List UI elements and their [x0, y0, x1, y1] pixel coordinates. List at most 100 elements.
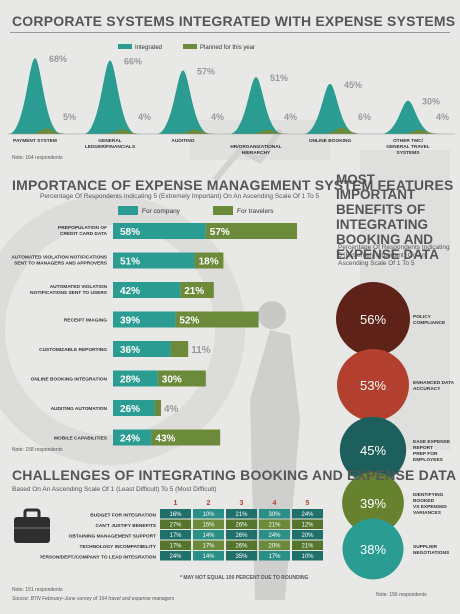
- benefit-bubble: [339, 416, 407, 484]
- benefit-label: REPORT: [413, 445, 433, 451]
- travelers-bar: [194, 252, 224, 269]
- challenge-cell: [259, 530, 290, 540]
- travelers-bar: [180, 282, 214, 298]
- benefit-value-label: 45%: [360, 443, 386, 458]
- challenge-value: 10%: [301, 554, 314, 560]
- challenge-value: 24%: [169, 554, 182, 560]
- challenge-label: OBTAINING MANAGEMENT SUPPORT: [69, 534, 156, 540]
- benefit-bubble: [342, 472, 404, 534]
- challenge-cell: [226, 540, 257, 550]
- challenge-cell: [292, 540, 323, 550]
- company-bar: [113, 341, 171, 357]
- company-value-label: 24%: [120, 434, 140, 445]
- challenge-value: 20%: [301, 533, 314, 539]
- legend-swatch-planned: [183, 44, 197, 49]
- challenge-value: 12%: [301, 523, 314, 529]
- feature-label: NOTIFICATIONS SENT TO USERS: [30, 290, 108, 296]
- challenge-label: CAN'T JUSTIFY BENEFITS: [96, 523, 157, 529]
- benefit-label: VS EXPENSED: [413, 504, 447, 510]
- section3-note: Note: 151 respondents: [12, 587, 63, 593]
- section3-title: CHALLENGES OF INTEGRATING BOOKING AND EX…: [12, 467, 457, 483]
- challenge-cell: [160, 509, 191, 519]
- challenge-cell: [193, 530, 224, 540]
- section2-title: IMPORTANCE OF EXPENSE MANAGEMENT SYSTEM …: [12, 177, 454, 193]
- challenge-cell: [226, 530, 257, 540]
- benefit-value-label: 38%: [360, 542, 386, 557]
- feature-label: CREDIT CARD DATA: [60, 231, 108, 237]
- challenge-cell: [193, 540, 224, 550]
- section3-footnote: * MAY NOT EQUAL 100 PERCENT DUE TO ROUND…: [180, 575, 309, 581]
- challenge-value: 35%: [235, 554, 248, 560]
- integrated-value-label: 45%: [344, 80, 362, 90]
- challenge-value: 16%: [169, 512, 182, 518]
- column-header: 2: [207, 500, 211, 507]
- section2-note: Note: 158 respondents: [12, 447, 63, 453]
- challenge-label: IDENTIFYING PERSON/DEPT./COMPANY TO LEAD…: [40, 555, 157, 561]
- challenge-value: 26%: [235, 533, 248, 539]
- column-header: 3: [240, 500, 244, 507]
- legend-swatch-integrated: [118, 44, 132, 49]
- feature-label: ONLINE BOOKING INTEGRATION: [31, 377, 108, 383]
- travelers-value-label: 11%: [191, 345, 211, 356]
- benefit-label: POLICY: [413, 314, 432, 320]
- challenge-cell: [226, 519, 257, 529]
- challenge-value: 20%: [268, 544, 281, 550]
- company-bar: [113, 429, 152, 446]
- right-note: Note: 156 respondents: [376, 592, 427, 598]
- integrated-value-label: 30%: [422, 97, 440, 107]
- legend-swatch-travelers: [213, 206, 233, 215]
- feature-label: AUTOMATED VIOLATION: [50, 284, 108, 290]
- section3-subtitle: Based On An Ascending Scale Of 1 (Least …: [12, 486, 217, 493]
- challenge-cell: [193, 519, 224, 529]
- section1-note: Note: 164 respondents: [12, 155, 63, 161]
- right-subtitle: Percentage Of Respondents Indicating 5 (…: [338, 244, 450, 267]
- benefit-value-label: 53%: [360, 378, 386, 393]
- challenge-cell: [226, 509, 257, 519]
- benefit-value-label: 56%: [360, 312, 386, 327]
- challenge-cell: [292, 509, 323, 519]
- category-label: GENERAL TRAVEL: [386, 144, 430, 150]
- benefit-label: ACCURACY: [413, 386, 441, 392]
- integrated-value-label: 51%: [270, 73, 288, 83]
- challenge-cell: [193, 509, 224, 519]
- challenge-cell: [160, 530, 191, 540]
- challenge-cell: [292, 551, 323, 561]
- challenge-cell: [226, 551, 257, 561]
- planned-peak: [100, 129, 144, 134]
- planned-peak: [320, 127, 364, 134]
- category-label: SYSTEMS: [397, 150, 421, 156]
- category-label: OTHER TMC/: [393, 138, 424, 144]
- challenge-cell: [259, 540, 290, 550]
- integrated-peak: [9, 58, 61, 134]
- challenge-value: 30%: [268, 512, 281, 518]
- company-value-label: 42%: [120, 286, 140, 297]
- company-bar: [113, 282, 181, 298]
- feature-label: CUSTOMIZABLE REPORTING: [39, 347, 107, 353]
- company-bar: [113, 370, 158, 387]
- benefit-bubble: [337, 349, 409, 421]
- features-bar-chart: For company For travelers 58% 57% PREPOPULAT…: [11, 206, 297, 446]
- benefit-label: BOOKED: [413, 498, 435, 504]
- company-value-label: 28%: [120, 375, 140, 386]
- travelers-bar: [151, 429, 221, 446]
- planned-value-label: 4%: [211, 112, 224, 122]
- feature-label: AUTOMATED VIOLATION NOTIFICATIONS: [11, 255, 107, 261]
- travelers-value-label: 21%: [184, 286, 204, 297]
- company-bar: [113, 311, 176, 328]
- benefit-value-label: 39%: [360, 496, 386, 511]
- feature-label: PREPOPULATION OF: [58, 225, 107, 231]
- challenge-cell: [259, 519, 290, 529]
- company-value-label: 36%: [120, 345, 140, 356]
- travelers-bar: [154, 400, 161, 416]
- benefit-label: SUPPLIER: [413, 544, 438, 550]
- column-header: 1: [174, 500, 178, 507]
- challenge-value: 26%: [235, 544, 248, 550]
- company-value-label: 51%: [120, 257, 140, 268]
- section3-source: Source: BTN February–June survey of 164 …: [12, 596, 175, 602]
- category-label: AUDITING: [171, 138, 194, 144]
- travelers-value-label: 4%: [164, 404, 179, 415]
- company-bar: [113, 252, 195, 269]
- planned-peak: [25, 128, 69, 134]
- section1-divider: [10, 32, 450, 33]
